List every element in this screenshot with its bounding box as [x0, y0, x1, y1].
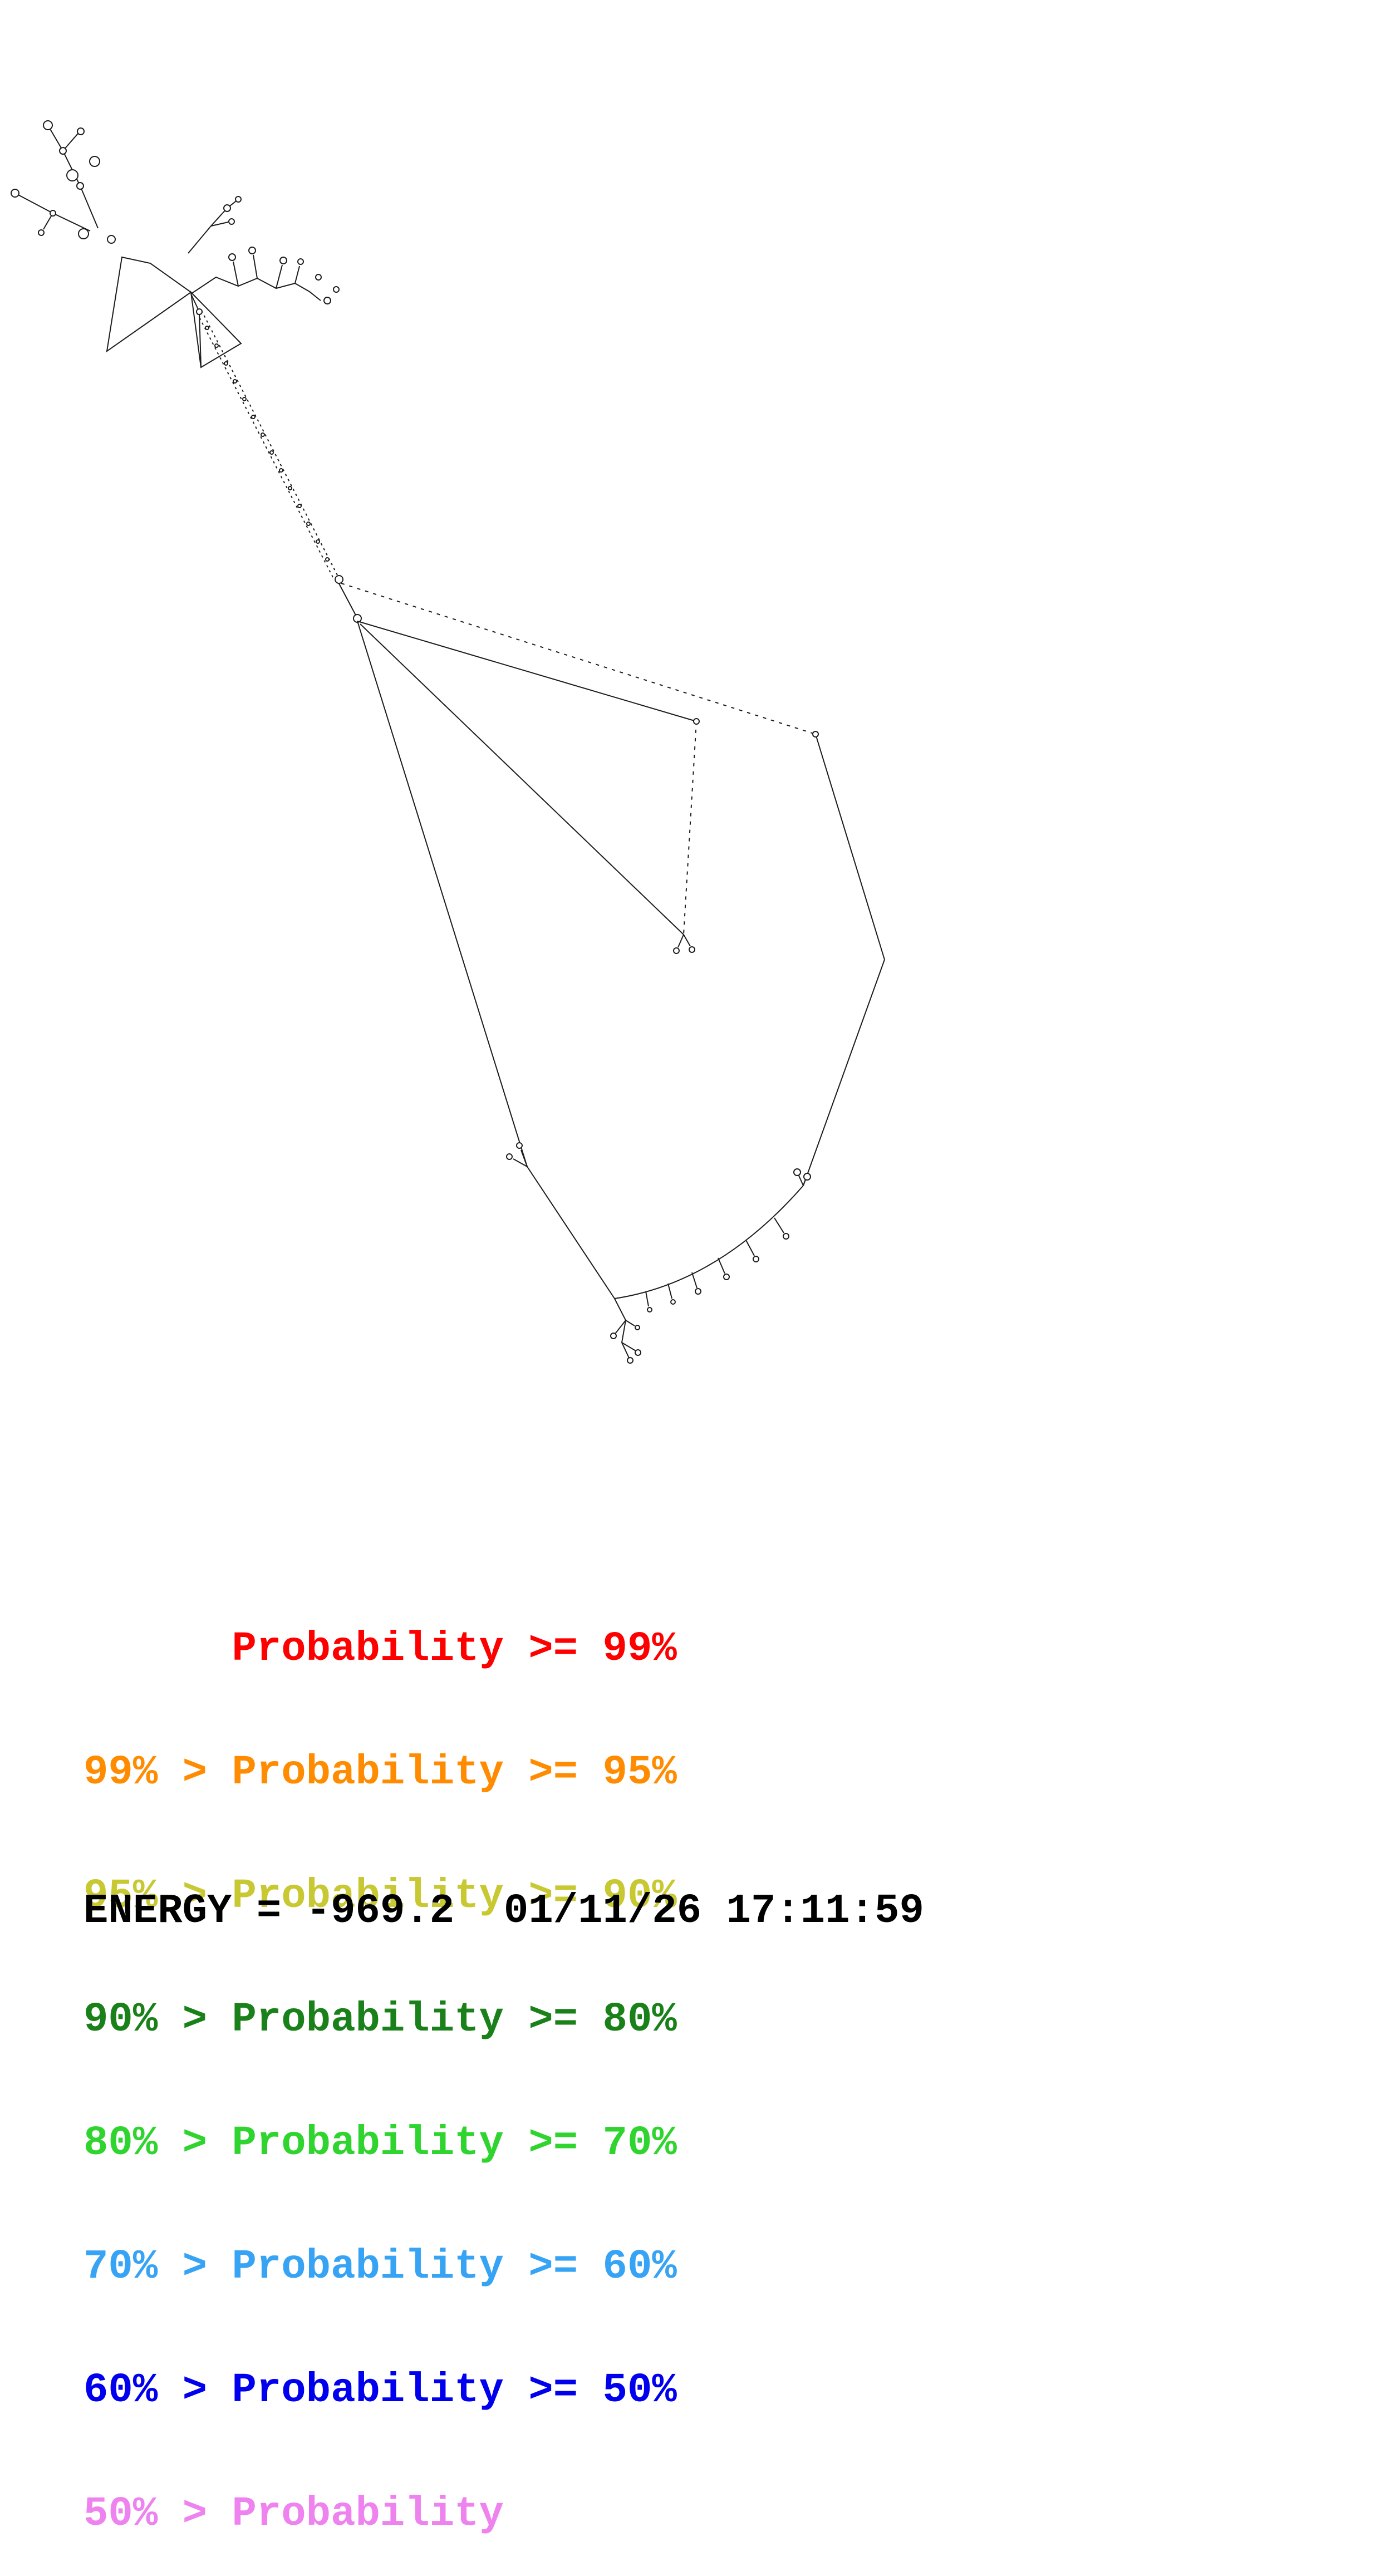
multiloop-polygon [341, 583, 885, 1299]
probability-legend: Probability >= 99% 99% > Probability >= … [84, 1546, 677, 2576]
energy-status: ENERGY = -969.2 01/11/26 17:11:59 [84, 1888, 924, 1935]
legend-item: 70% > Probability >= 60% [84, 2244, 677, 2290]
right-vertex-hairpin [793, 1168, 811, 1186]
terminal-branch-cluster [11, 120, 340, 368]
bottom-terminal-cluster [610, 1298, 641, 1364]
rna-structure-plot [11, 120, 885, 1364]
hairpin-ticks [645, 1217, 789, 1312]
left-vertex-hairpin [506, 1142, 528, 1167]
legend-item: 50% > Probability [84, 2491, 504, 2538]
legend-item: 60% > Probability >= 50% [84, 2367, 677, 2414]
legend-item: Probability >= 99% [84, 1626, 677, 1673]
helix-stem [196, 308, 362, 623]
legend-item: 99% > Probability >= 95% [84, 1749, 677, 1796]
inner-wedge-helix [357, 621, 700, 954]
legend-item: 90% > Probability >= 80% [84, 1997, 677, 2043]
legend-item: 95% > Probability >= 90% [84, 1873, 677, 1920]
legend-item: 80% > Probability >= 70% [84, 2120, 677, 2167]
